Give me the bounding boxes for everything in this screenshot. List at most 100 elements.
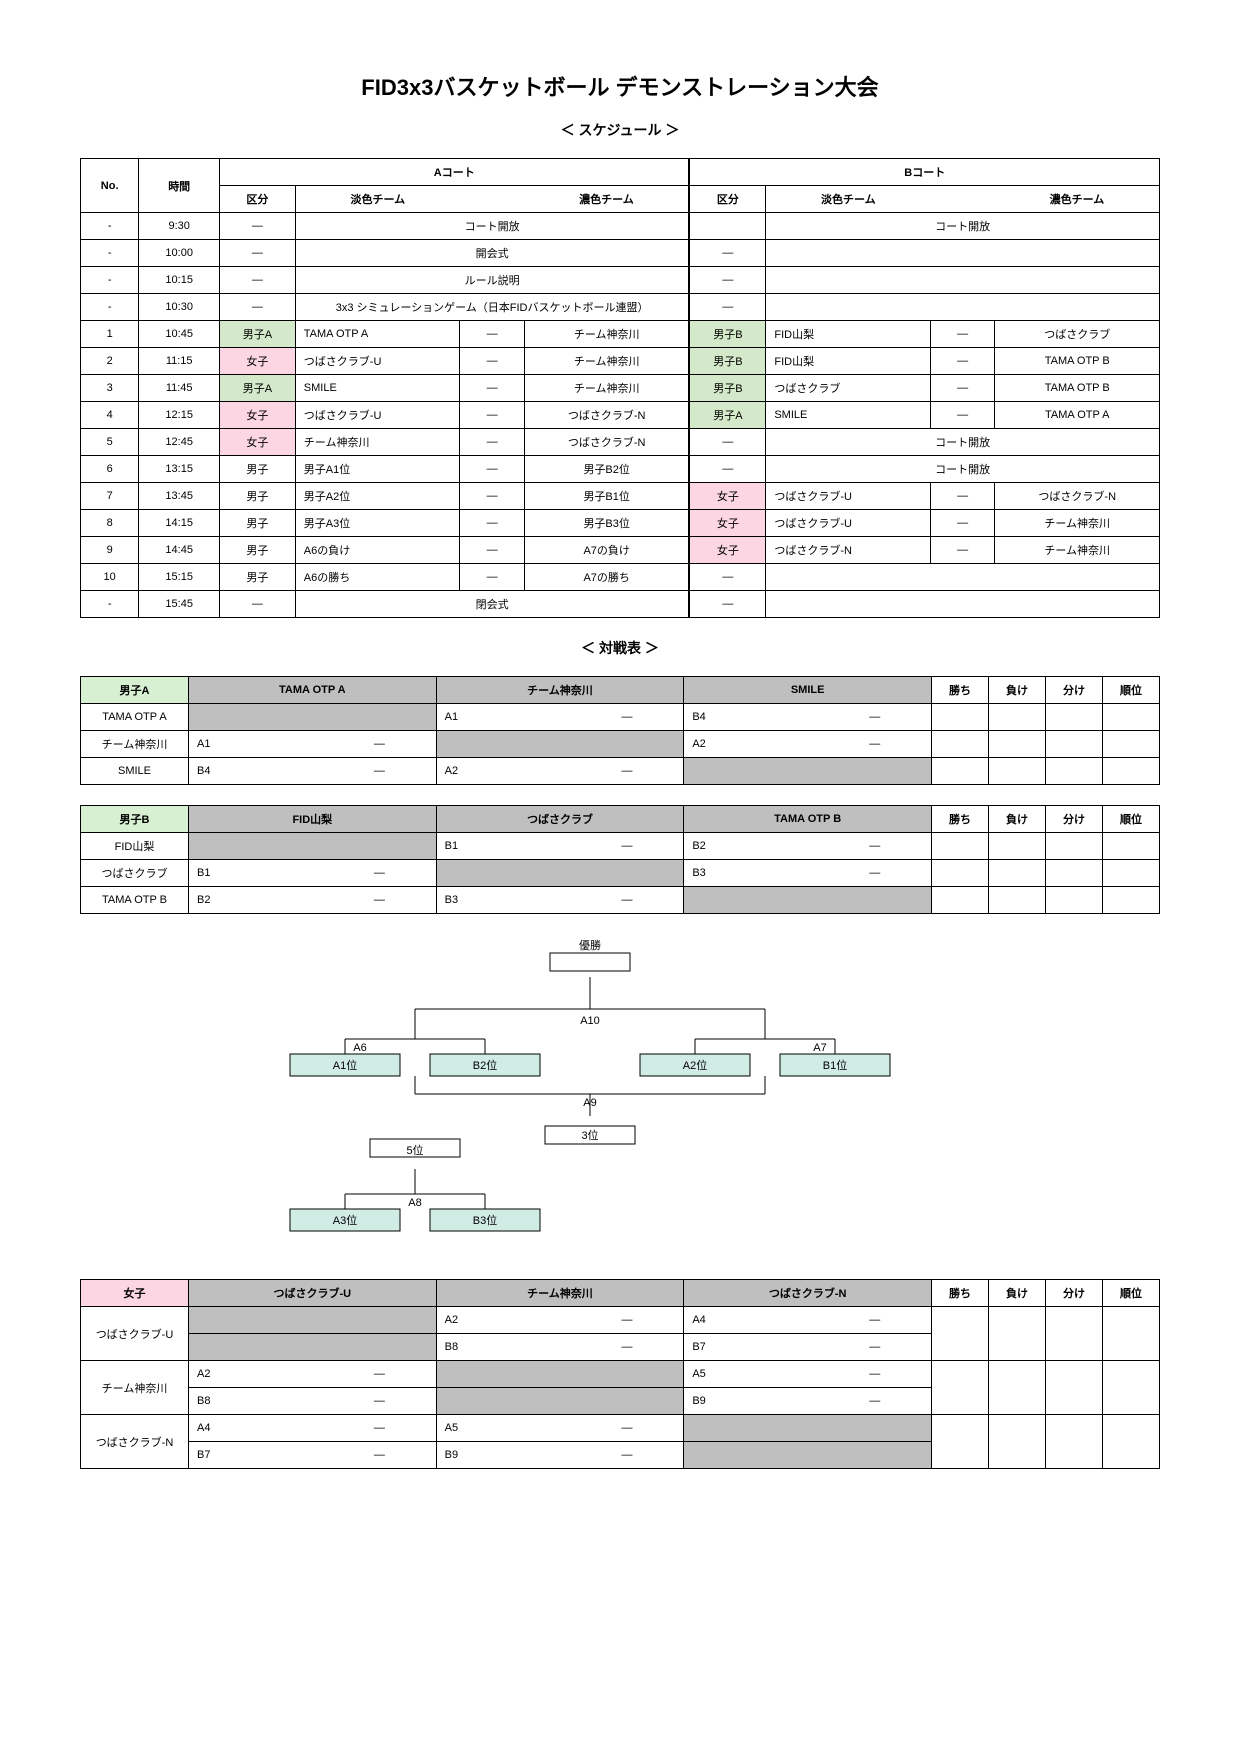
cell-b-vs: — bbox=[930, 321, 995, 348]
row-name: TAMA OTP A bbox=[81, 704, 189, 731]
cell-a-vs: — bbox=[460, 429, 525, 456]
label-third: 3位 bbox=[581, 1128, 598, 1142]
match-row: チーム神奈川A1—A2— bbox=[81, 731, 1160, 758]
cell-kubun-b: 男子A bbox=[689, 402, 765, 429]
match-stat: 負け bbox=[989, 806, 1046, 833]
cell-a-vs: — bbox=[460, 510, 525, 537]
cell-a-vs: — bbox=[460, 537, 525, 564]
cell-kubun-b: — bbox=[689, 456, 765, 483]
cell-no: - bbox=[81, 267, 139, 294]
cell-kubun-b: 女子 bbox=[689, 483, 765, 510]
cell-stat bbox=[989, 1361, 1046, 1415]
match-stat: 順位 bbox=[1103, 806, 1160, 833]
cell-time: 14:15 bbox=[139, 510, 220, 537]
cell-self bbox=[189, 1307, 437, 1334]
cell-kubun-b: — bbox=[689, 429, 765, 456]
cell-a-vs: — bbox=[460, 402, 525, 429]
cell-kubun-a: 男子 bbox=[220, 537, 296, 564]
svg-text:B1位: B1位 bbox=[823, 1058, 847, 1072]
cell-a-light: チーム神奈川 bbox=[295, 429, 460, 456]
row-name: TAMA OTP B bbox=[81, 887, 189, 914]
schedule-row: 412:15女子つばさクラブ-U—つばさクラブ-N男子ASMILE—TAMA O… bbox=[81, 402, 1160, 429]
cell-self bbox=[684, 1415, 932, 1442]
cell-no: 3 bbox=[81, 375, 139, 402]
cell-stat bbox=[932, 833, 989, 860]
match-col: つばさクラブ bbox=[436, 806, 684, 833]
cell-code: B3 bbox=[436, 887, 571, 914]
col-kubun-b: 区分 bbox=[689, 186, 765, 213]
cell-b-merged: コート開放 bbox=[766, 456, 1160, 483]
cell-b-vs: — bbox=[930, 402, 995, 429]
cell-a-dark: つばさクラブ-N bbox=[524, 402, 689, 429]
match-row: つばさクラブB1—B3— bbox=[81, 860, 1160, 887]
schedule-row: 110:45男子ATAMA OTP A—チーム神奈川男子BFID山梨—つばさクラ… bbox=[81, 321, 1160, 348]
cell-stat bbox=[932, 758, 989, 785]
cell-time: 10:45 bbox=[139, 321, 220, 348]
cell-score: — bbox=[571, 1442, 684, 1469]
cell-kubun-b: 男子B bbox=[689, 348, 765, 375]
schedule-row: 1015:15男子A6の勝ち—A7の勝ち— bbox=[81, 564, 1160, 591]
cell-time: 13:45 bbox=[139, 483, 220, 510]
cell-stat bbox=[1103, 1307, 1160, 1361]
cell-stat bbox=[932, 704, 989, 731]
cell-kubun-a: — bbox=[220, 213, 296, 240]
cell-code: A4 bbox=[684, 1307, 819, 1334]
cell-stat bbox=[1103, 1415, 1160, 1469]
cell-kubun-b: — bbox=[689, 564, 765, 591]
cell-a-vs: — bbox=[460, 483, 525, 510]
cell-time: 11:15 bbox=[139, 348, 220, 375]
cell-code: B2 bbox=[189, 887, 324, 914]
cell-a-light: 男子A2位 bbox=[295, 483, 460, 510]
svg-text:A2位: A2位 bbox=[683, 1058, 707, 1072]
cell-score: — bbox=[818, 860, 931, 887]
cell-no: 6 bbox=[81, 456, 139, 483]
cell-a-dark: チーム神奈川 bbox=[524, 375, 689, 402]
bracket-diagram: A1位B2位A2位B1位A6A7A10優勝A93位A3位B3位A85位 bbox=[80, 939, 1160, 1239]
cell-b-light: SMILE bbox=[766, 402, 931, 429]
match-row: つばさクラブ-UA2—A4— bbox=[81, 1307, 1160, 1334]
cell-no: 5 bbox=[81, 429, 139, 456]
cell-no: - bbox=[81, 591, 139, 618]
match-stat: 分け bbox=[1046, 1280, 1103, 1307]
schedule-row: 914:45男子A6の負け—A7の負け女子つばさクラブ-N—チーム神奈川 bbox=[81, 537, 1160, 564]
cell-kubun-a: 女子 bbox=[220, 402, 296, 429]
node-b2: B2位 bbox=[430, 1054, 540, 1076]
cell-kubun-a: 女子 bbox=[220, 429, 296, 456]
cell-self bbox=[684, 758, 932, 785]
cell-kubun-b: 男子B bbox=[689, 321, 765, 348]
cell-a-dark: チーム神奈川 bbox=[524, 348, 689, 375]
cell-a-light: TAMA OTP A bbox=[295, 321, 460, 348]
col-dark-b: 濃色チーム bbox=[995, 186, 1160, 213]
cell-stat bbox=[932, 1307, 989, 1361]
cell-self bbox=[436, 1361, 684, 1388]
cell-stat bbox=[1103, 758, 1160, 785]
cell-self bbox=[436, 860, 684, 887]
node-a1: A1位 bbox=[290, 1054, 400, 1076]
schedule-row: -10:00—開会式— bbox=[81, 240, 1160, 267]
cell-score: — bbox=[818, 1307, 931, 1334]
schedule-row: 713:45男子男子A2位—男子B1位女子つばさクラブ-U—つばさクラブ-N bbox=[81, 483, 1160, 510]
cell-a-vs: — bbox=[460, 456, 525, 483]
label-a8: A8 bbox=[408, 1197, 421, 1209]
cell-stat bbox=[989, 887, 1046, 914]
cell-code: B9 bbox=[436, 1442, 571, 1469]
row-name: チーム神奈川 bbox=[81, 731, 189, 758]
cell-no: 1 bbox=[81, 321, 139, 348]
cell-stat bbox=[1103, 731, 1160, 758]
cell-stat bbox=[989, 860, 1046, 887]
cell-time: 12:15 bbox=[139, 402, 220, 429]
row-name: チーム神奈川 bbox=[81, 1361, 189, 1415]
match-stat: 負け bbox=[989, 677, 1046, 704]
cell-code: A5 bbox=[436, 1415, 571, 1442]
cell-score: — bbox=[323, 887, 436, 914]
cell-kubun-a: — bbox=[220, 294, 296, 321]
cell-kubun-b: — bbox=[689, 240, 765, 267]
svg-text:B3位: B3位 bbox=[473, 1213, 497, 1227]
cell-score: — bbox=[818, 704, 931, 731]
cell-no: 2 bbox=[81, 348, 139, 375]
cell-no: - bbox=[81, 294, 139, 321]
cell-code: A4 bbox=[189, 1415, 324, 1442]
cell-kubun-b: 男子B bbox=[689, 375, 765, 402]
cell-score: — bbox=[571, 887, 684, 914]
label-fifth: 5位 bbox=[406, 1143, 423, 1157]
